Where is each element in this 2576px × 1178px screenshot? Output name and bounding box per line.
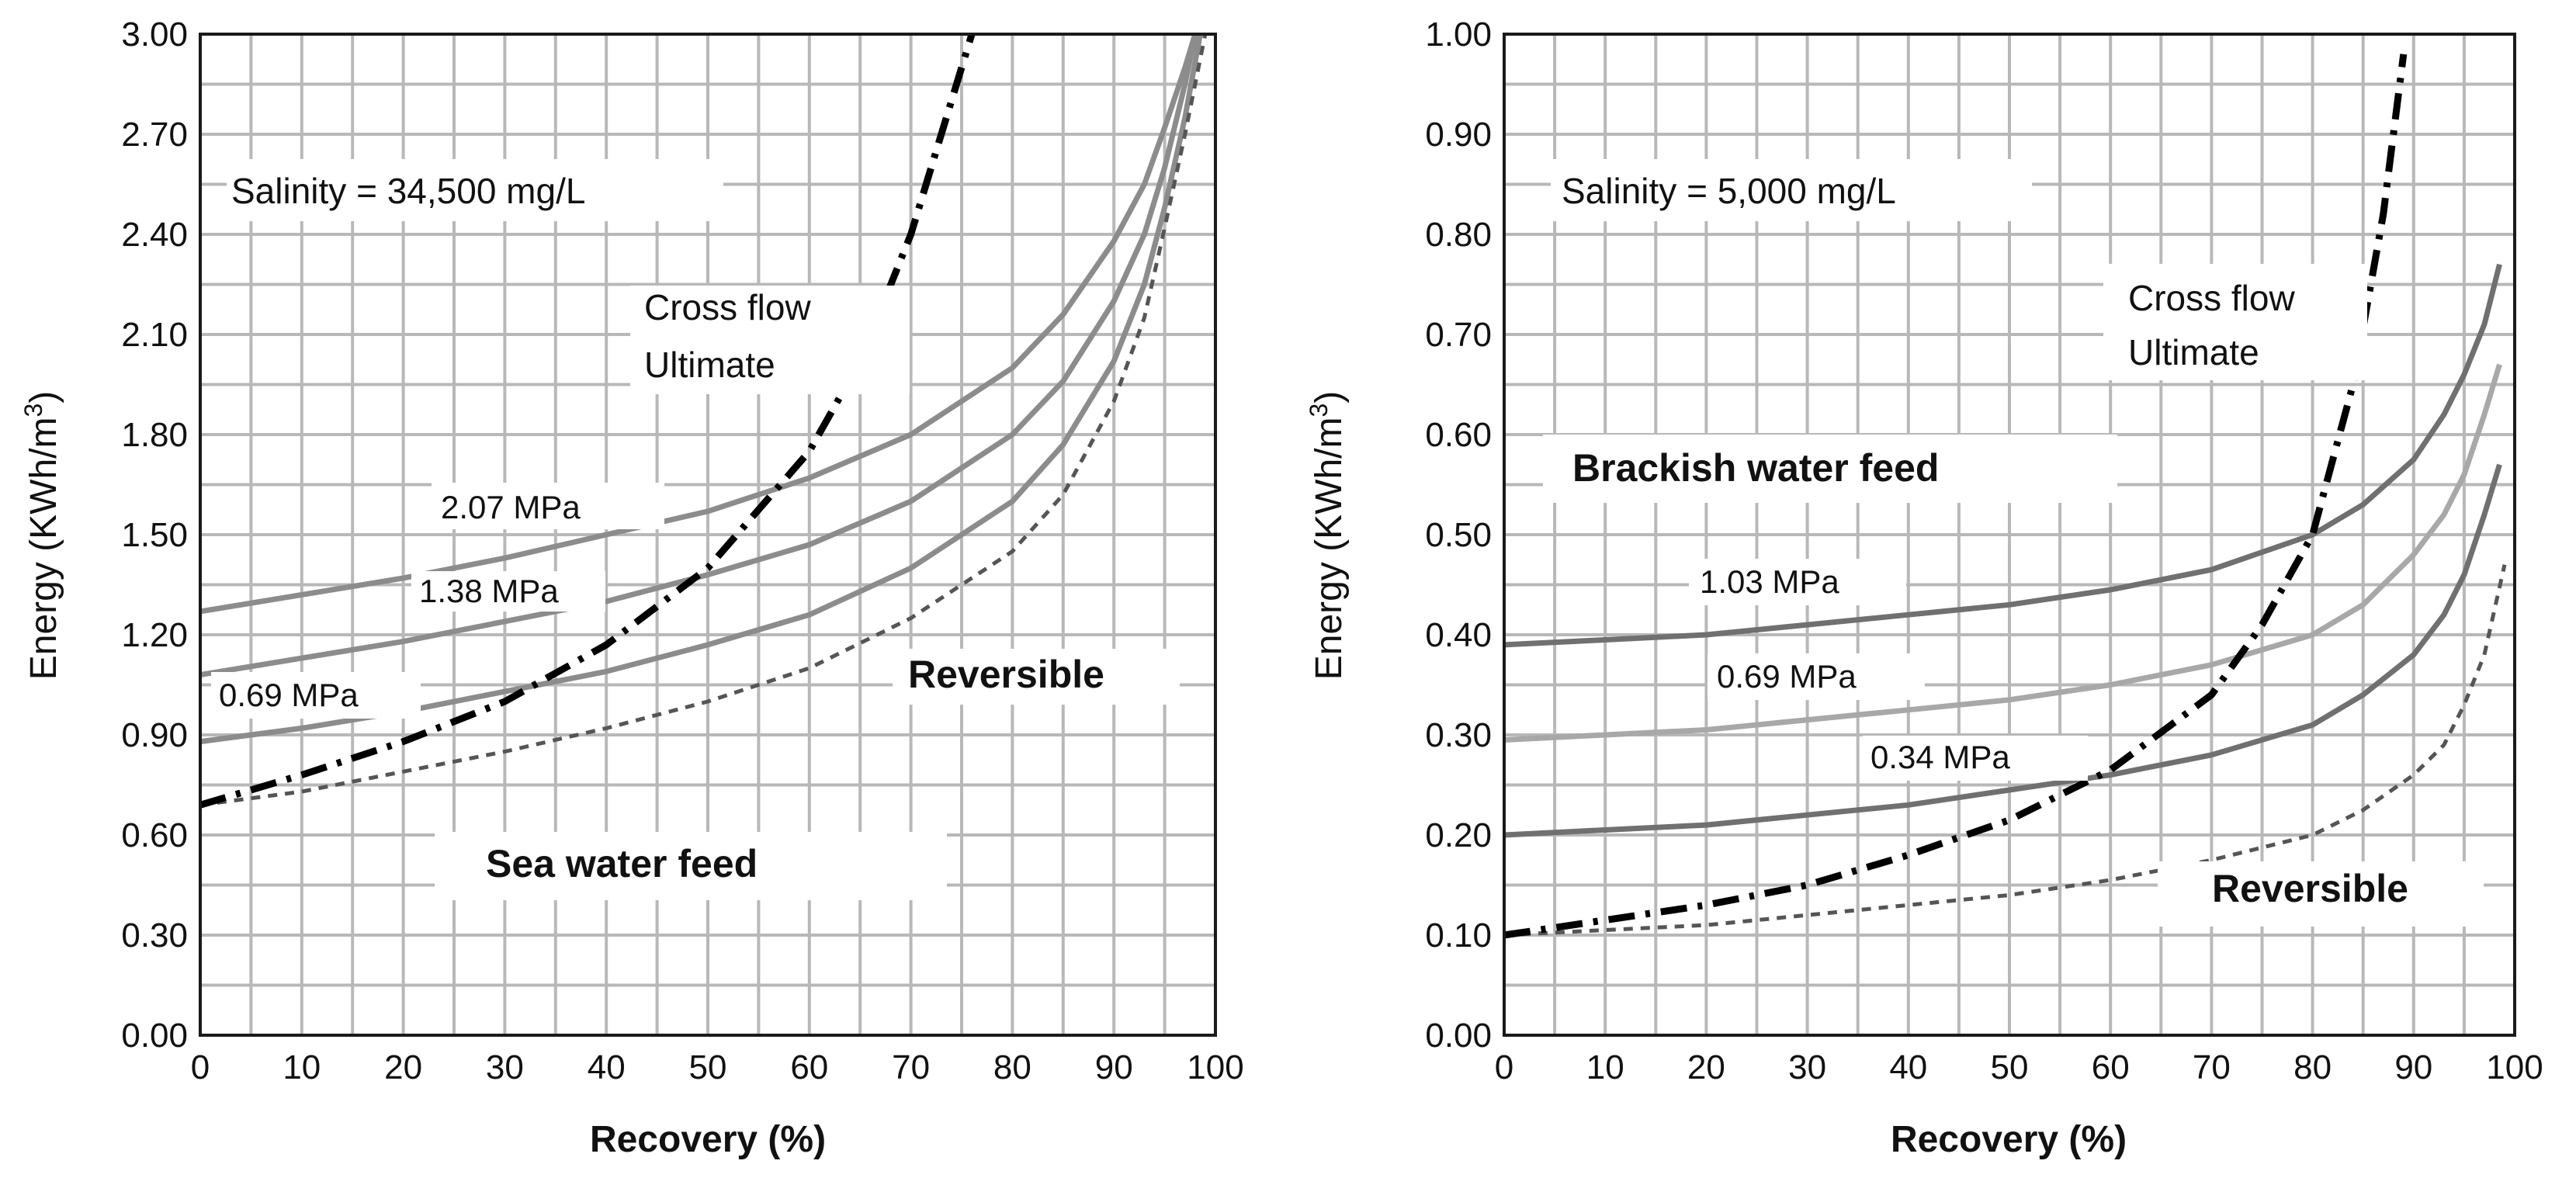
right-x-tick-label: 30 xyxy=(1788,1048,1826,1086)
right-label-069-bg xyxy=(1708,653,1925,700)
right-series xyxy=(1503,54,2507,939)
left-curve-label-1-38: 1.38 MPa xyxy=(419,573,559,609)
right-y-tick-label: 0.50 xyxy=(1425,516,1492,554)
left-x-axis-title: Recovery (%) xyxy=(590,1119,826,1160)
left-feed-label: Sea water feed xyxy=(486,842,758,885)
right-x-tick-label: 50 xyxy=(1991,1048,2029,1086)
right-feed-bg xyxy=(1543,435,2117,503)
right-y-axis-title-sup: 3 xyxy=(1305,404,1333,417)
left-series-1-38-mpa xyxy=(199,33,1198,678)
right-label-103-bg xyxy=(1689,559,1906,605)
left-x-tick-label: 10 xyxy=(283,1048,321,1086)
left-label-069-bg xyxy=(211,672,421,719)
left-x-tick-label: 100 xyxy=(1187,1048,1243,1086)
right-y-axis-title-main: Energy (KWh/m xyxy=(1309,417,1350,681)
right-x-axis-title: Recovery (%) xyxy=(1891,1119,2127,1160)
right-y-tick-label: 0.20 xyxy=(1425,816,1492,854)
right-y-tick-label: 0.00 xyxy=(1425,1017,1492,1055)
right-curve-label-0-34: 0.34 MPa xyxy=(1870,739,2010,775)
right-y-tick-label: 0.10 xyxy=(1425,916,1492,955)
right-y-tick-label: 0.70 xyxy=(1425,316,1492,354)
right-series-1-03-mpa xyxy=(1503,263,2502,648)
right-crossflow-label-1: Cross flow xyxy=(2128,278,2295,318)
right-crossflow-label-2: Ultimate xyxy=(2128,332,2259,372)
left-crossflow-label-2: Ultimate xyxy=(644,345,775,385)
left-series-cross-flow-ultimate xyxy=(199,33,976,809)
chart-right-panel: 0 10 20 30 40 50 60 70 80 90 100 0.00 0.10 0.20 0.30 0.… xyxy=(1305,16,2543,1160)
left-y-tick-label: 1.80 xyxy=(121,416,188,454)
right-series-0-69-mpa xyxy=(1503,363,2502,743)
right-x-tick-label: 10 xyxy=(1586,1048,1624,1086)
right-y-tick-label: 0.90 xyxy=(1425,116,1492,154)
left-curve-label-2-07: 2.07 MPa xyxy=(441,489,581,525)
left-reversible-label: Reversible xyxy=(908,653,1104,696)
left-salinity-bg xyxy=(227,159,723,221)
right-salinity-bg xyxy=(1551,159,2032,221)
left-y-tick-label: 0.60 xyxy=(121,816,188,854)
right-y-axis-title-close: ) xyxy=(1309,391,1350,404)
right-x-tick-label: 60 xyxy=(2092,1048,2130,1086)
chart-left-panel: 0 10 20 30 40 50 60 70 80 90 100 0.00 0.30 0.60 0.90 1.… xyxy=(19,16,1244,1160)
right-y-tick-label: 0.40 xyxy=(1425,616,1492,654)
right-plot-frame xyxy=(1503,33,2516,1037)
left-y-tick-label: 1.50 xyxy=(121,516,188,554)
left-y-tick-label: 2.70 xyxy=(121,116,188,154)
left-y-axis-title-main: Energy (KWh/m xyxy=(23,417,64,681)
left-x-tick-label: 80 xyxy=(993,1048,1031,1086)
left-plot-frame xyxy=(199,33,1217,1037)
right-ticks: 0 10 20 30 40 50 60 70 80 90 100 0.00 0.10 0.20 0.30 0.… xyxy=(1425,16,2543,1086)
left-curve-label-0-69: 0.69 MPa xyxy=(219,677,359,713)
left-y-tick-label: 0.90 xyxy=(121,716,188,754)
right-x-tick-label: 20 xyxy=(1687,1048,1725,1086)
left-x-tick-label: 30 xyxy=(486,1048,524,1086)
right-curve-label-0-69: 0.69 MPa xyxy=(1717,658,1857,695)
left-reversible-bg xyxy=(893,649,1180,705)
right-series-0-34-mpa xyxy=(1503,463,2502,838)
left-y-tick-label: 2.10 xyxy=(121,316,188,354)
left-y-axis-title-close: ) xyxy=(23,391,64,404)
right-x-tick-label: 40 xyxy=(1889,1048,1927,1086)
left-y-axis-title-sup: 3 xyxy=(19,404,47,417)
left-x-tick-label: 40 xyxy=(588,1048,626,1086)
left-y-axis-title: Energy (KWh/m3) xyxy=(19,391,64,681)
left-crossflow-label-1: Cross flow xyxy=(644,287,811,327)
right-x-tick-label: 90 xyxy=(2394,1048,2432,1086)
left-y-tick-label: 1.20 xyxy=(121,616,188,654)
right-x-tick-label: 70 xyxy=(2193,1048,2231,1086)
left-series-reversible xyxy=(199,33,1208,807)
left-label-207-bg xyxy=(432,483,664,529)
right-y-axis-title: Energy (KWh/m3) xyxy=(1305,391,1350,681)
right-y-tick-label: 0.60 xyxy=(1425,416,1492,454)
left-salinity-note: Salinity = 34,500 mg/L xyxy=(231,171,585,211)
left-y-tick-label: 0.00 xyxy=(121,1017,188,1055)
left-x-tick-label: 90 xyxy=(1095,1048,1133,1086)
left-x-tick-label: 50 xyxy=(689,1048,727,1086)
right-curve-label-1-03: 1.03 MPa xyxy=(1700,563,1839,600)
right-x-tick-label: 80 xyxy=(2293,1048,2332,1086)
left-crossflow-bg xyxy=(630,286,910,394)
left-y-tick-label: 3.00 xyxy=(121,16,188,54)
left-y-tick-label: 2.40 xyxy=(121,216,188,254)
left-x-tick-label: 0 xyxy=(191,1048,210,1086)
left-x-tick-label: 60 xyxy=(790,1048,828,1086)
right-salinity-note: Salinity = 5,000 mg/L xyxy=(1562,171,1896,211)
right-reversible-bg xyxy=(2158,861,2484,927)
right-crossflow-bg xyxy=(2103,264,2367,380)
right-label-034-bg xyxy=(1863,736,2088,781)
left-feed-bg xyxy=(435,832,947,900)
left-series-0-69-mpa xyxy=(199,33,1203,745)
right-y-tick-label: 0.80 xyxy=(1425,216,1492,254)
right-reversible-label: Reversible xyxy=(2212,867,2408,910)
left-ticks: 0 10 20 30 40 50 60 70 80 90 100 0.00 0.30 0.60 0.90 1.… xyxy=(121,16,1243,1086)
left-x-tick-label: 70 xyxy=(892,1048,930,1086)
right-y-tick-label: 0.30 xyxy=(1425,716,1492,754)
right-feed-label: Brackish water feed xyxy=(1572,446,1939,490)
right-x-tick-label: 0 xyxy=(1495,1048,1513,1086)
right-y-tick-label: 1.00 xyxy=(1425,16,1492,54)
left-label-138-bg xyxy=(411,571,605,612)
right-x-tick-label: 100 xyxy=(2486,1048,2543,1086)
left-y-tick-label: 0.30 xyxy=(121,916,188,955)
left-x-tick-label: 20 xyxy=(384,1048,422,1086)
